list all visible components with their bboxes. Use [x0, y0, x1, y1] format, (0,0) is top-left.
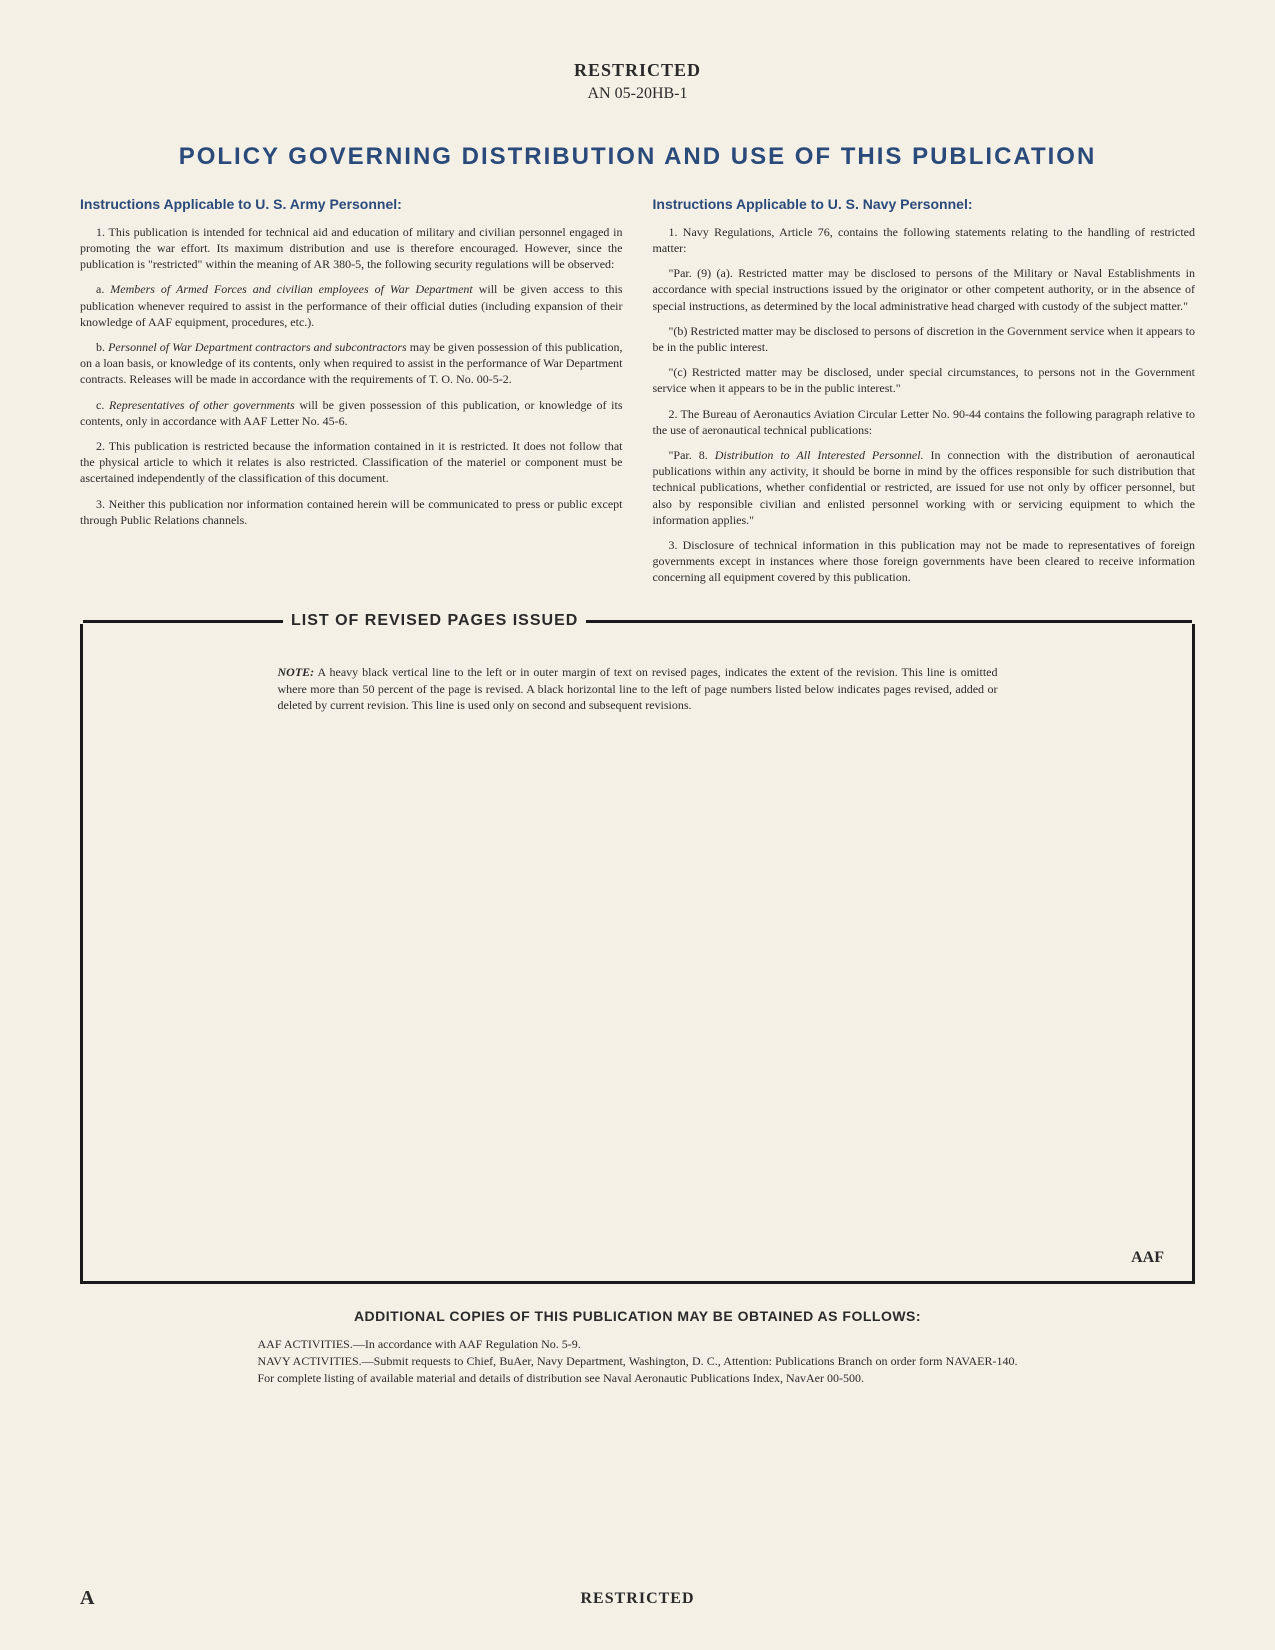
- navy-column: Instructions Applicable to U. S. Navy Pe…: [653, 195, 1196, 594]
- army-pc-italic: Representatives of other governments: [109, 398, 295, 412]
- army-pc: c. Representatives of other governments …: [80, 397, 623, 429]
- army-column: Instructions Applicable to U. S. Army Pe…: [80, 195, 623, 594]
- navy-p2: 2. The Bureau of Aeronautics Aviation Ci…: [653, 406, 1196, 438]
- army-p2: 2. This publication is restricted becaus…: [80, 438, 623, 487]
- navy-p9c: "(c) Restricted matter may be disclosed,…: [653, 364, 1196, 396]
- army-pa-italic: Members of Armed Forces and civilian emp…: [110, 282, 472, 296]
- page-footer: A RESTRICTED: [80, 1587, 1195, 1610]
- army-pa: a. Members of Armed Forces and civilian …: [80, 281, 623, 330]
- aaf-mark: AAF: [1131, 1249, 1164, 1267]
- additional-body: AAF ACTIVITIES.—In accordance with AAF R…: [258, 1336, 1018, 1386]
- two-column-body: Instructions Applicable to U. S. Army Pe…: [80, 195, 1195, 594]
- main-title: POLICY GOVERNING DISTRIBUTION AND USE OF…: [80, 143, 1195, 171]
- navy-heading: Instructions Applicable to U. S. Navy Pe…: [653, 195, 1196, 214]
- army-pa-lead: a.: [96, 282, 110, 296]
- army-pb-lead: b.: [96, 340, 108, 354]
- army-p1: 1. This publication is intended for tech…: [80, 224, 623, 273]
- revised-note-lead: NOTE:: [278, 665, 315, 679]
- army-heading: Instructions Applicable to U. S. Army Pe…: [80, 195, 623, 214]
- navy-p1: 1. Navy Regulations, Article 76, contain…: [653, 224, 1196, 256]
- army-pb: b. Personnel of War Department contracto…: [80, 339, 623, 388]
- additional-aaf: AAF ACTIVITIES.—In accordance with AAF R…: [258, 1336, 1018, 1353]
- document-number: AN 05-20HB-1: [80, 85, 1195, 103]
- army-p3: 3. Neither this publication nor informat…: [80, 496, 623, 528]
- classification-top: RESTRICTED: [80, 60, 1195, 81]
- army-pb-italic: Personnel of War Department contractors …: [108, 340, 407, 354]
- document-header: RESTRICTED AN 05-20HB-1: [80, 60, 1195, 103]
- revised-note-body: A heavy black vertical line to the left …: [278, 665, 998, 711]
- navy-p3: 3. Disclosure of technical information i…: [653, 537, 1196, 586]
- revised-title-row: LIST OF REVISED PAGES ISSUED: [83, 612, 1192, 630]
- navy-p8: "Par. 8. Distribution to All Interested …: [653, 447, 1196, 528]
- additional-copies-section: ADDITIONAL COPIES OF THIS PUBLICATION MA…: [80, 1308, 1195, 1386]
- additional-navy: NAVY ACTIVITIES.—Submit requests to Chie…: [258, 1353, 1018, 1387]
- page-letter: A: [80, 1587, 94, 1610]
- revised-pages-box: LIST OF REVISED PAGES ISSUED NOTE: A hea…: [80, 624, 1195, 1284]
- additional-title: ADDITIONAL COPIES OF THIS PUBLICATION MA…: [80, 1308, 1195, 1324]
- rule-left: [83, 620, 283, 623]
- revised-title: LIST OF REVISED PAGES ISSUED: [283, 612, 586, 630]
- rule-right: [586, 620, 1192, 623]
- classification-bottom: RESTRICTED: [580, 1590, 694, 1608]
- revised-note: NOTE: A heavy black vertical line to the…: [278, 664, 998, 713]
- navy-p9a: "Par. (9) (a). Restricted matter may be …: [653, 265, 1196, 314]
- navy-p8-lead: "Par. 8.: [669, 448, 715, 462]
- navy-p8-italic: Distribution to All Interested Personnel…: [715, 448, 924, 462]
- army-pc-lead: c.: [96, 398, 109, 412]
- navy-p9b: "(b) Restricted matter may be disclosed …: [653, 323, 1196, 355]
- page-container: RESTRICTED AN 05-20HB-1 POLICY GOVERNING…: [0, 0, 1275, 1650]
